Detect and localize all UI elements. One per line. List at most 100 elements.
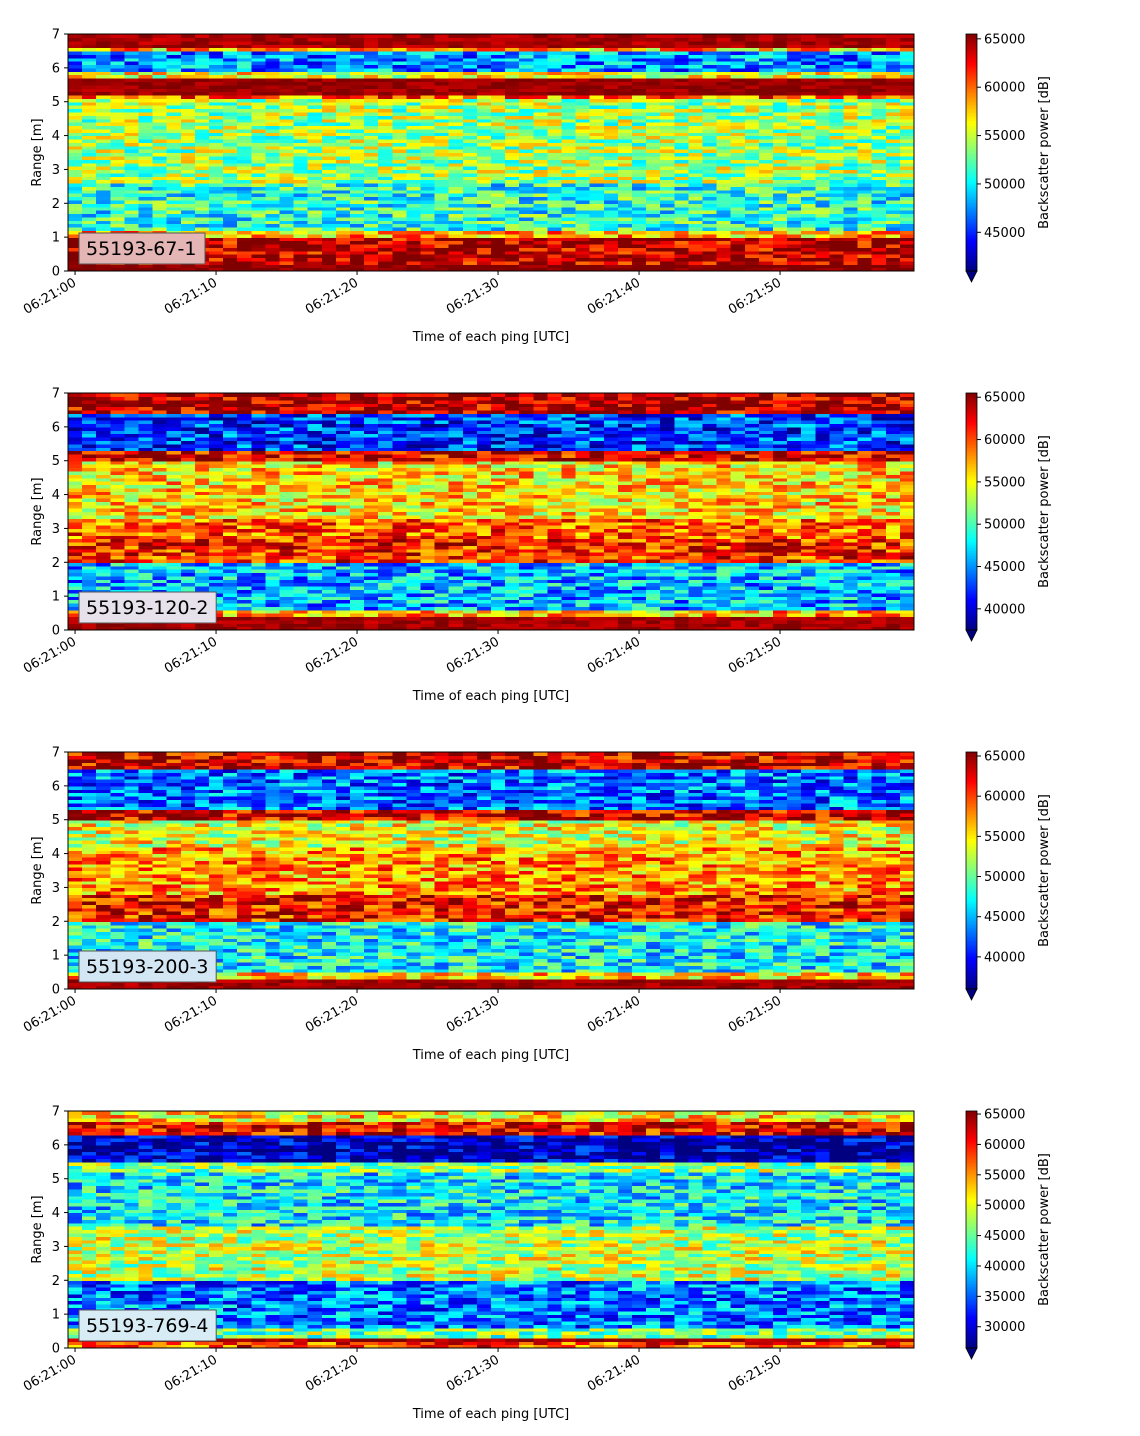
heatmap-cell <box>350 122 365 127</box>
heatmap-cell <box>209 267 224 272</box>
heatmap-cell <box>674 169 689 174</box>
heatmap-cell <box>561 243 577 248</box>
heatmap-cell <box>321 186 337 191</box>
heatmap-cell <box>124 494 140 499</box>
heatmap-cell <box>223 220 238 225</box>
heatmap-cell <box>293 84 309 89</box>
heatmap-cell <box>68 474 83 479</box>
heatmap-cell <box>885 94 901 99</box>
heatmap-cell <box>632 176 647 181</box>
heatmap-cell <box>561 162 577 167</box>
heatmap-cell <box>476 230 492 235</box>
heatmap-cell <box>406 34 422 38</box>
heatmap-cell <box>801 54 816 59</box>
heatmap-cell <box>885 179 901 184</box>
heatmap-cell <box>420 125 436 130</box>
heatmap-cell <box>547 233 563 238</box>
heatmap-cell <box>307 220 323 225</box>
heatmap-cell <box>434 118 450 123</box>
heatmap-cell <box>237 88 252 93</box>
heatmap-cell <box>857 233 873 238</box>
heatmap-cell <box>68 569 83 574</box>
heatmap-cell <box>519 243 534 248</box>
heatmap-cell <box>420 67 436 72</box>
heatmap-cell <box>688 98 704 103</box>
heatmap-cell <box>166 437 182 441</box>
heatmap-cell <box>152 152 168 157</box>
heatmap-cell <box>279 240 295 245</box>
heatmap-cell <box>96 437 111 441</box>
heatmap-cell <box>575 74 591 79</box>
heatmap-cell <box>533 115 548 120</box>
heatmap-cell <box>68 504 83 509</box>
heatmap-cell <box>335 254 351 259</box>
heatmap-cell <box>434 94 450 99</box>
heatmap-cell <box>730 193 746 198</box>
heatmap-cell <box>787 81 802 86</box>
heatmap-cell <box>392 142 407 147</box>
heatmap-cell <box>674 213 689 218</box>
heatmap-cell <box>646 118 661 123</box>
heatmap-cell <box>773 226 788 231</box>
heatmap-cell <box>265 132 281 137</box>
heatmap-cell <box>237 44 252 49</box>
heatmap-cell <box>279 138 295 143</box>
heatmap-cell <box>364 196 379 201</box>
heatmap-cell <box>843 74 859 79</box>
heatmap-cell <box>533 40 548 45</box>
heatmap-cell <box>434 247 450 252</box>
heatmap-cell <box>476 210 492 215</box>
heatmap-cell <box>166 423 182 428</box>
heatmap-cell <box>617 67 633 72</box>
heatmap-cell <box>646 247 661 252</box>
heatmap-cell <box>152 61 168 66</box>
heatmap-cell <box>392 54 407 59</box>
heatmap-cell <box>392 233 407 238</box>
heatmap-cell <box>82 541 97 546</box>
heatmap-cell <box>505 182 520 187</box>
heatmap-cell <box>589 250 605 255</box>
heatmap-cell <box>702 155 718 160</box>
heatmap-cell <box>885 210 901 215</box>
heatmap-cell <box>787 166 802 171</box>
heatmap-cell <box>448 210 464 215</box>
heatmap-cell <box>96 98 111 103</box>
heatmap-cell <box>265 155 281 160</box>
colorbar-swatch <box>966 205 977 209</box>
heatmap-cell <box>646 159 661 164</box>
heatmap-cell <box>843 254 859 259</box>
heatmap-cell <box>857 54 873 59</box>
heatmap-cell <box>603 101 619 106</box>
heatmap-cell <box>829 257 845 262</box>
heatmap-cell <box>138 135 154 140</box>
heatmap-cell <box>307 196 323 201</box>
heatmap-cell <box>68 565 83 570</box>
heatmap-cell <box>68 599 83 604</box>
heatmap-cell <box>617 254 633 259</box>
heatmap-cell <box>829 254 845 259</box>
heatmap-cell <box>223 91 238 96</box>
heatmap-cell <box>96 623 111 628</box>
heatmap-cell <box>364 223 379 228</box>
heatmap-cell <box>575 54 591 59</box>
heatmap-cell <box>293 264 309 269</box>
heatmap-cell <box>406 37 422 42</box>
heatmap-cell <box>180 223 196 228</box>
heatmap-cell <box>152 447 168 452</box>
heatmap-cell <box>392 138 407 143</box>
heatmap-cell <box>420 50 436 55</box>
heatmap-cell <box>519 213 534 218</box>
heatmap-cell <box>237 189 252 194</box>
heatmap-cell <box>335 67 351 72</box>
heatmap-cell <box>448 254 464 259</box>
heatmap-cell <box>716 223 732 228</box>
heatmap-cell <box>335 71 351 76</box>
heatmap-cell <box>82 115 97 120</box>
heatmap-cell <box>68 37 83 42</box>
heatmap-cell <box>124 453 140 458</box>
heatmap-cell <box>491 159 506 164</box>
heatmap-cell <box>787 84 802 89</box>
heatmap-cell <box>829 135 845 140</box>
heatmap-cell <box>223 254 238 259</box>
heatmap-cell <box>392 162 407 167</box>
